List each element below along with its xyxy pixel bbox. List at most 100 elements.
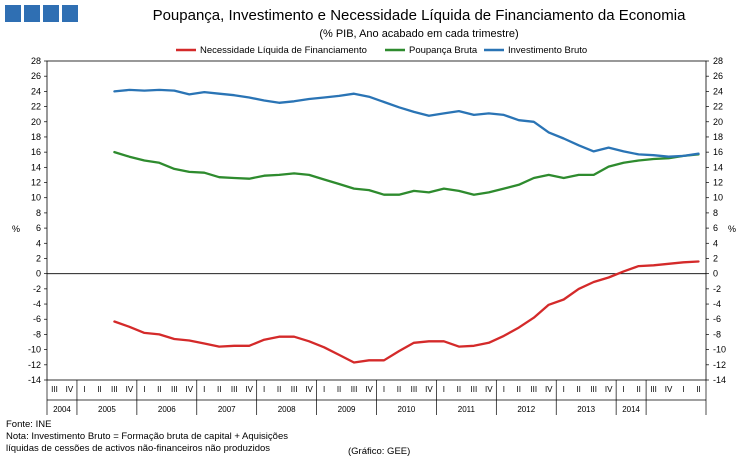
x-tick-label-year: 2010: [398, 405, 416, 414]
x-tick-label-quarter: I: [143, 385, 145, 394]
y-tick-label-right: 16: [713, 147, 723, 157]
y-axis-right-label: %: [728, 224, 736, 234]
x-tick-label-quarter: II: [636, 385, 640, 394]
x-tick-label-quarter: IV: [665, 385, 673, 394]
x-tick-label-quarter: II: [217, 385, 221, 394]
x-tick-label-quarter: I: [263, 385, 265, 394]
legend-label: Necessidade Líquida de Financiamento: [200, 45, 367, 56]
logo-square-2: [24, 5, 40, 22]
x-tick-label-year: 2006: [158, 405, 176, 414]
x-tick-label-quarter: III: [351, 385, 358, 394]
chart-subtitle-text: (% PIB, Ano acabado em cada trimestre): [319, 28, 519, 40]
y-tick-label-left: 4: [36, 238, 41, 248]
y-tick-label-right: 12: [713, 178, 723, 188]
x-tick-label-quarter: III: [231, 385, 238, 394]
x-tick-label-quarter: II: [97, 385, 101, 394]
x-tick-label-quarter: I: [443, 385, 445, 394]
x-tick-label-quarter: III: [411, 385, 418, 394]
x-tick-label-quarter: IV: [245, 385, 253, 394]
x-tick-label-quarter: II: [517, 385, 521, 394]
footer-source: Fonte: INE: [6, 419, 52, 430]
x-tick-label-quarter: II: [457, 385, 461, 394]
chart-title: Poupança, Investimento e Necessidade Líq…: [0, 7, 748, 24]
y-tick-label-right: 20: [713, 117, 723, 127]
y-tick-label-left: -6: [33, 314, 41, 324]
series-lines: [113, 88, 700, 364]
x-tick-label-year: 2008: [278, 405, 296, 414]
x-tick-label-quarter: I: [563, 385, 565, 394]
footer-note-line1: Nota: Investimento Bruto = Formação brut…: [6, 431, 288, 442]
x-tick-label-year: 2009: [338, 405, 356, 414]
y-tick-label-left: 10: [31, 193, 41, 203]
y-tick-label-left: -12: [28, 360, 41, 370]
x-tick-label-quarter: III: [471, 385, 478, 394]
y-tick-label-right: -8: [713, 329, 721, 339]
x-tick-label-quarter: III: [590, 385, 597, 394]
footer-credit: (Gráfico: GEE): [348, 446, 411, 457]
x-tick-label-quarter: IV: [545, 385, 553, 394]
x-tick-label-quarter: II: [337, 385, 341, 394]
x-tick-label-quarter: III: [171, 385, 178, 394]
logo-square-4: [62, 5, 78, 22]
x-tick-label-quarter: IV: [605, 385, 613, 394]
legend-label: Poupança Bruta: [409, 45, 478, 56]
y-tick-label-right: 6: [713, 223, 718, 233]
series-line-2: [113, 88, 700, 158]
x-tick-label-quarter: IV: [66, 385, 74, 394]
y-tick-label-left: -2: [33, 284, 41, 294]
x-tick-label-quarter: I: [682, 385, 684, 394]
y-tick-label-right: 26: [713, 71, 723, 81]
x-tick-label-quarter: III: [650, 385, 657, 394]
y-tick-label-right: -4: [713, 299, 721, 309]
x-tick-label-year: 2012: [517, 405, 535, 414]
x-tick-label-quarter: IV: [186, 385, 194, 394]
x-tick-label-quarter: I: [323, 385, 325, 394]
x-tick-label-quarter: IV: [126, 385, 134, 394]
y-tick-label-right: -14: [713, 375, 726, 385]
y-tick-label-right: 4: [713, 238, 718, 248]
y-tick-label-right: 10: [713, 193, 723, 203]
y-tick-label-left: 22: [31, 102, 41, 112]
y-tick-label-left: 12: [31, 178, 41, 188]
y-tick-label-right: 2: [713, 253, 718, 263]
x-tick-label-quarter: III: [530, 385, 537, 394]
y-tick-label-right: 0: [713, 269, 718, 279]
x-tick-label-quarter: II: [576, 385, 580, 394]
logo-square-3: [43, 5, 59, 22]
y-tick-label-left: -10: [28, 345, 41, 355]
y-tick-label-right: -10: [713, 345, 726, 355]
x-tick-label-quarter: IV: [365, 385, 373, 394]
series-line-0: [113, 260, 700, 364]
y-axis-left: -14-12-10-8-6-4-202468101214161820222426…: [28, 56, 47, 385]
x-tick-label-quarter: III: [111, 385, 118, 394]
y-tick-label-left: -4: [33, 299, 41, 309]
y-tick-label-left: 16: [31, 147, 41, 157]
x-tick-label-year: 2004: [53, 405, 71, 414]
chart-subtitle: (% PIB, Ano acabado em cada trimestre): [0, 28, 748, 40]
x-tick-label-quarter: I: [623, 385, 625, 394]
x-tick-label-quarter: I: [503, 385, 505, 394]
logo-square-1: [5, 5, 21, 22]
x-tick-label-year: 2011: [458, 405, 476, 414]
x-tick-label-year: 2005: [98, 405, 116, 414]
y-tick-label-right: -2: [713, 284, 721, 294]
x-tick-label-quarter: I: [83, 385, 85, 394]
x-tick-label-quarter: II: [277, 385, 281, 394]
footer-note-line2: líquidas de cessões de activos não-finan…: [6, 443, 271, 454]
y-tick-label-left: 2: [36, 253, 41, 263]
x-tick-label-year: 2013: [577, 405, 595, 414]
y-tick-label-left: 8: [36, 208, 41, 218]
series-line-1: [113, 150, 700, 196]
x-tick-label-quarter: IV: [485, 385, 493, 394]
x-tick-label-quarter: II: [696, 385, 700, 394]
y-axis-left-label: %: [12, 224, 20, 234]
x-tick-label-quarter: IV: [425, 385, 433, 394]
chart-title-text: Poupança, Investimento e Necessidade Líq…: [152, 7, 686, 24]
y-tick-label-left: -14: [28, 375, 41, 385]
x-tick-label-quarter: III: [291, 385, 298, 394]
y-tick-label-right: -12: [713, 360, 726, 370]
y-tick-label-left: 28: [31, 56, 41, 66]
y-tick-label-right: -6: [713, 314, 721, 324]
y-tick-label-left: -8: [33, 329, 41, 339]
